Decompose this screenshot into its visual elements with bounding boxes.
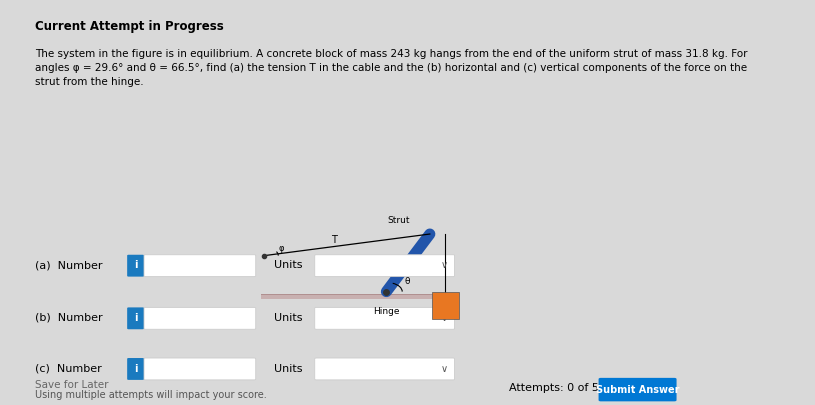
Text: ∨: ∨: [441, 313, 448, 323]
Text: i: i: [134, 260, 138, 270]
Text: Using multiple attempts will impact your score.: Using multiple attempts will impact your…: [35, 390, 267, 400]
FancyBboxPatch shape: [144, 307, 256, 329]
FancyBboxPatch shape: [127, 255, 144, 277]
Bar: [261, 294, 440, 296]
Text: Units: Units: [274, 313, 302, 323]
Text: ∨: ∨: [441, 364, 448, 373]
Text: (a)  Number: (a) Number: [35, 260, 103, 270]
Text: θ: θ: [405, 277, 410, 286]
Text: Hinge: Hinge: [373, 307, 399, 316]
Text: Units: Units: [274, 260, 302, 270]
Text: Current Attempt in Progress: Current Attempt in Progress: [35, 20, 224, 33]
Text: The system in the figure is in equilibrium. A concrete block of mass 243 kg hang: The system in the figure is in equilibri…: [35, 49, 747, 87]
FancyBboxPatch shape: [315, 358, 455, 380]
Text: T: T: [332, 235, 337, 245]
Bar: [261, 294, 440, 299]
Text: Attempts: 0 of 5 used: Attempts: 0 of 5 used: [509, 383, 630, 393]
FancyBboxPatch shape: [144, 255, 256, 277]
FancyBboxPatch shape: [127, 358, 144, 380]
FancyBboxPatch shape: [598, 378, 676, 401]
Text: Save for Later: Save for Later: [35, 379, 108, 390]
Text: i: i: [134, 364, 138, 373]
FancyBboxPatch shape: [127, 307, 144, 329]
Text: Strut: Strut: [387, 216, 409, 225]
Text: (c)  Number: (c) Number: [35, 364, 102, 373]
Text: φ: φ: [279, 244, 284, 253]
Text: (b)  Number: (b) Number: [35, 313, 103, 323]
Bar: [432, 292, 459, 319]
FancyBboxPatch shape: [315, 307, 455, 329]
FancyBboxPatch shape: [315, 255, 455, 277]
Text: i: i: [134, 313, 138, 323]
FancyBboxPatch shape: [144, 358, 256, 380]
Text: Submit Answer: Submit Answer: [596, 385, 680, 394]
Text: ∨: ∨: [441, 260, 448, 270]
Text: Units: Units: [274, 364, 302, 373]
